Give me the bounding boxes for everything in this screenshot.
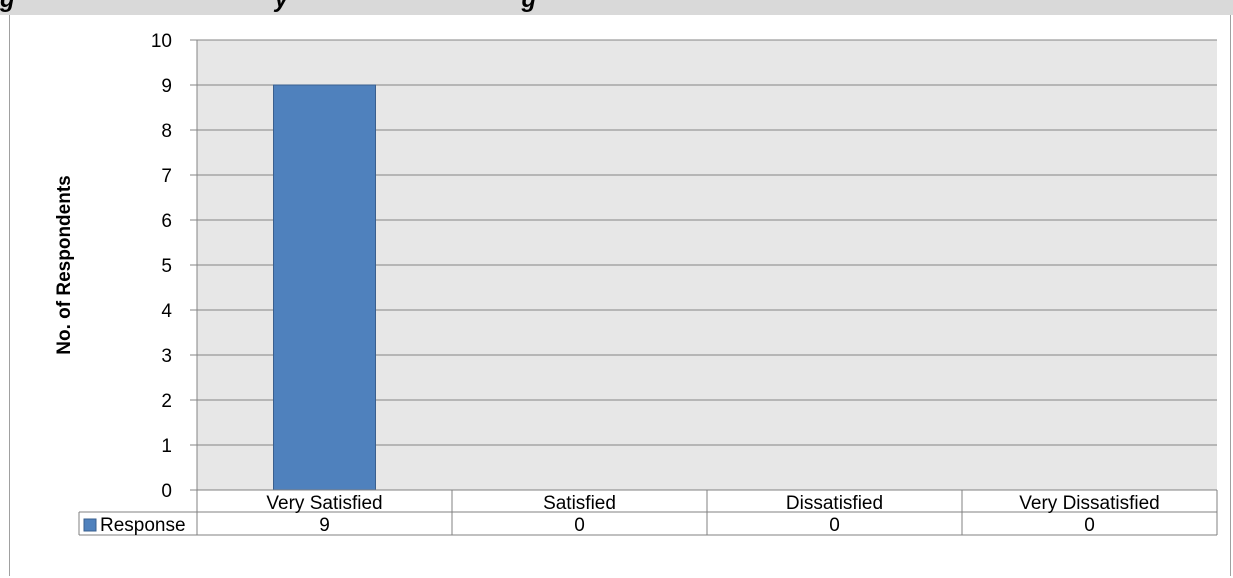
y-tick-label: 3 xyxy=(161,346,172,367)
chart-frame xyxy=(9,15,1231,576)
y-tick-label: 10 xyxy=(151,31,172,52)
category-label: Satisfied xyxy=(543,493,616,514)
y-tick-label: 7 xyxy=(161,166,172,187)
y-tick-label: 8 xyxy=(161,121,172,142)
figure-caption: g y g xyxy=(0,0,536,14)
bar-very-satisfied xyxy=(273,84,376,491)
data-value-label: 9 xyxy=(319,515,330,536)
header-band: g y g xyxy=(0,0,1233,15)
category-label: Dissatisfied xyxy=(786,493,883,514)
data-value-label: 0 xyxy=(829,515,840,536)
data-value-label: 0 xyxy=(574,515,585,536)
legend-series-name: Response xyxy=(100,515,186,536)
y-tick-label: 9 xyxy=(161,76,172,97)
data-value-label: 0 xyxy=(1084,515,1095,536)
legend-swatch xyxy=(83,518,97,532)
y-tick-label: 1 xyxy=(161,436,172,457)
y-tick-label: 5 xyxy=(161,256,172,277)
y-tick-label: 2 xyxy=(161,391,172,412)
y-tick-label: 4 xyxy=(161,301,172,322)
category-label: Very Dissatisfied xyxy=(1019,493,1159,514)
y-axis-label: No. of Respondents xyxy=(54,175,75,354)
y-tick-label: 0 xyxy=(161,481,172,502)
y-tick-label: 6 xyxy=(161,211,172,232)
category-label: Very Satisfied xyxy=(266,493,382,514)
